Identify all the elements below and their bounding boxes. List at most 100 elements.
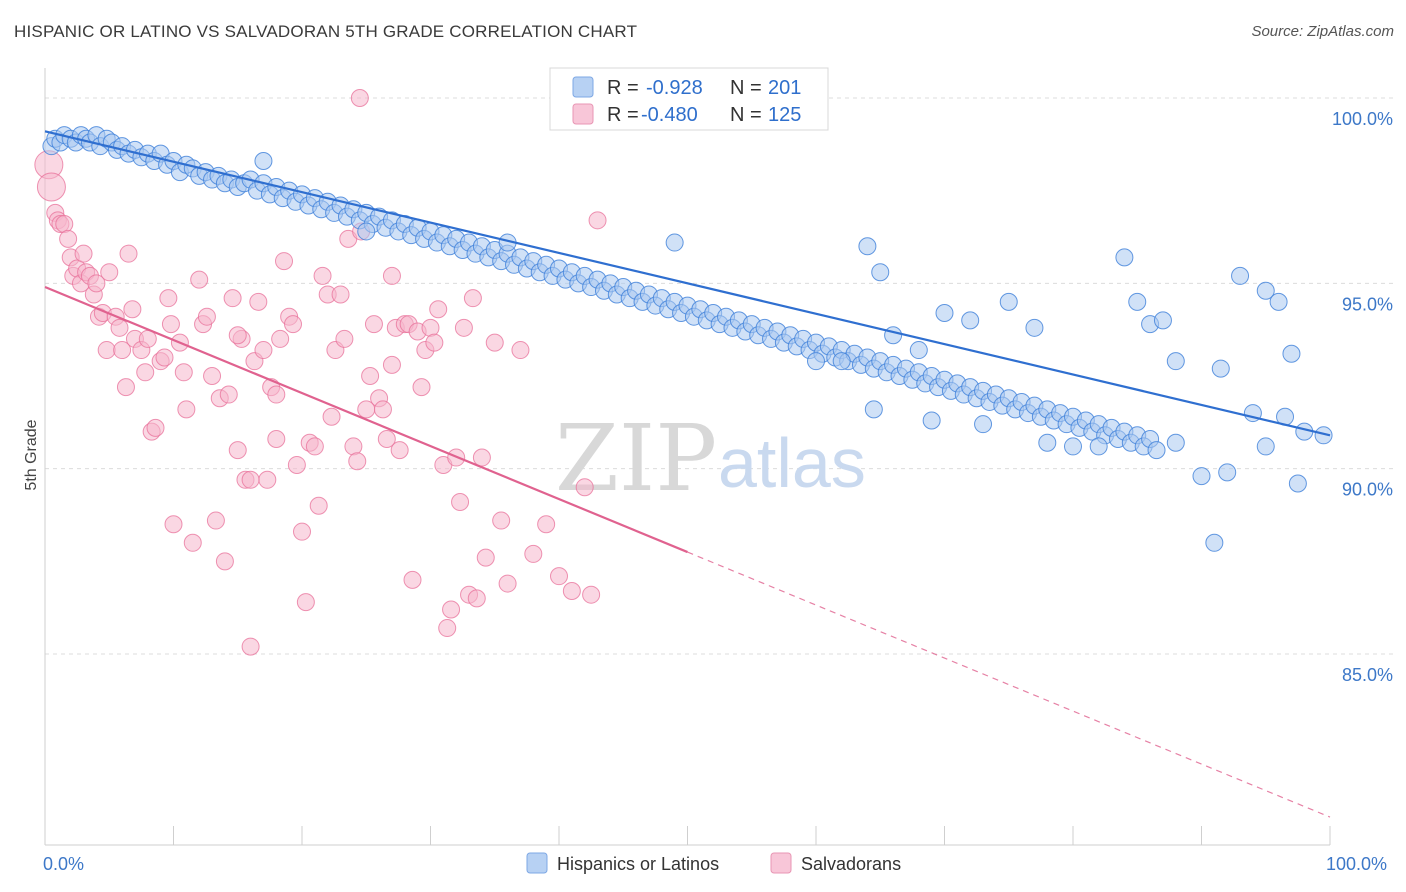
salvadoran-point: [403, 570, 422, 589]
salvadoran-point: [275, 252, 294, 271]
y-axis-label: 5th Grade: [23, 419, 40, 490]
salvadoran-point: [249, 292, 268, 311]
salvadoran-point: [492, 511, 511, 530]
salvadoran-point: [421, 318, 440, 337]
salvadoran-point: [322, 407, 341, 426]
legend-n-label-blue: N =: [730, 77, 762, 99]
salvadoran-point: [467, 589, 486, 608]
hispanic-point: [1166, 352, 1185, 371]
salvadoran-point: [206, 511, 225, 530]
salvadoran-point: [267, 430, 286, 449]
watermark-zip: ZIP: [555, 405, 717, 512]
salvadoran-point: [305, 437, 324, 456]
hispanic-point: [1192, 467, 1211, 486]
hispanic-point: [1314, 426, 1333, 445]
series-legend-swatch-pink: [770, 852, 792, 874]
legend-r-value-blue: -0.928: [646, 77, 703, 99]
series-legend-label-blue: Hispanics or Latinos: [557, 854, 719, 874]
salvadoran-point: [123, 300, 142, 319]
salvadorans-points: [34, 89, 607, 656]
salvadoran-point: [197, 307, 216, 326]
grid-lines: [45, 97, 1393, 655]
salvadoran-point: [412, 378, 431, 397]
salvadoran-point: [215, 552, 234, 571]
salvadoran-point: [364, 315, 383, 334]
hispanic-point: [807, 352, 825, 371]
hispanic-point: [254, 152, 273, 171]
hispanic-point: [864, 400, 883, 419]
salvadoran-point: [97, 341, 116, 360]
hispanic-point: [1153, 311, 1172, 330]
x-tick-label-min: 0.0%: [43, 854, 84, 874]
salvadoran-point: [164, 515, 183, 534]
salvadoran-point: [454, 318, 473, 337]
hispanic-trend-line: [44, 130, 1331, 437]
hispanic-point: [858, 237, 877, 256]
salvadoran-point: [442, 600, 461, 619]
salvadoran-point: [313, 266, 332, 285]
salvadoran-point: [350, 89, 369, 107]
salvadoran-point: [575, 478, 594, 497]
hispanic-point: [832, 352, 851, 371]
hispanic-point: [999, 292, 1018, 311]
salvadoran-point: [146, 418, 165, 437]
hispanic-point: [1128, 292, 1147, 311]
hispanic-point: [871, 263, 890, 282]
trend-lines: [44, 130, 1331, 818]
salvadoran-point: [348, 452, 367, 471]
salvadoran-point: [36, 172, 66, 202]
salvadoran-point: [511, 341, 530, 360]
hispanic-point: [1211, 359, 1230, 378]
hispanic-point: [1025, 318, 1044, 337]
salvadoran-point: [382, 355, 401, 374]
legend-n-label-pink: N =: [730, 104, 762, 126]
salvadoran-point: [373, 400, 392, 419]
hispanic-point: [1038, 433, 1057, 452]
salvadoran-point: [223, 289, 242, 308]
hispanic-point: [665, 233, 684, 252]
hispanic-point: [1256, 437, 1275, 456]
salvadoran-point: [382, 266, 401, 285]
chart-title: HISPANIC OR LATINO VS SALVADORAN 5TH GRA…: [14, 22, 638, 41]
salvadoran-point: [344, 437, 363, 456]
salvadoran-point: [228, 326, 247, 345]
salvadoran-point: [203, 367, 222, 385]
salvadoran-point: [582, 585, 601, 604]
hispanic-point: [1115, 248, 1134, 267]
hispanic-point: [1218, 463, 1237, 482]
salvadoran-point: [429, 300, 448, 319]
watermark-atlas: atlas: [718, 424, 866, 502]
salvadoran-point: [390, 441, 409, 460]
salvadoran-point: [293, 522, 311, 541]
salvadoran-point: [472, 448, 491, 467]
stats-legend: R = -0.928 N = 201 R = -0.480 N = 125: [549, 67, 829, 131]
salvadoran-point: [119, 244, 138, 263]
salvadoran-point: [562, 581, 581, 600]
series-legend: Hispanics or Latinos Salvadorans: [526, 852, 901, 874]
hispanic-point: [1269, 292, 1288, 311]
salvadoran-point: [55, 215, 74, 234]
hispanic-point: [1231, 266, 1250, 285]
hispanic-point: [961, 311, 980, 330]
y-tick-label: 95.0%: [1342, 294, 1393, 314]
legend-n-value-blue: 201: [768, 77, 801, 99]
salvadoran-trend-line: [44, 286, 688, 554]
hispanic-point: [922, 411, 941, 430]
hispanic-point: [1064, 437, 1082, 456]
salvadoran-point: [463, 289, 482, 308]
hispanic-point: [1147, 441, 1166, 460]
y-tick-labels: 85.0% 90.0% 95.0% 100.0%: [1332, 109, 1393, 685]
salvadoran-point: [361, 367, 380, 385]
salvadoran-point: [87, 274, 106, 293]
salvadoran-point: [588, 211, 607, 230]
salvadoran-point: [296, 593, 315, 612]
y-tick-label: 90.0%: [1342, 480, 1393, 500]
legend-n-value-pink: 125: [768, 104, 801, 126]
x-axis-ticks: [44, 826, 1331, 845]
series-legend-swatch-blue: [526, 852, 548, 874]
legend-swatch-pink: [572, 103, 594, 125]
salvadoran-point: [161, 315, 180, 334]
salvadoran-point: [284, 315, 303, 334]
salvadoran-point: [550, 567, 568, 586]
